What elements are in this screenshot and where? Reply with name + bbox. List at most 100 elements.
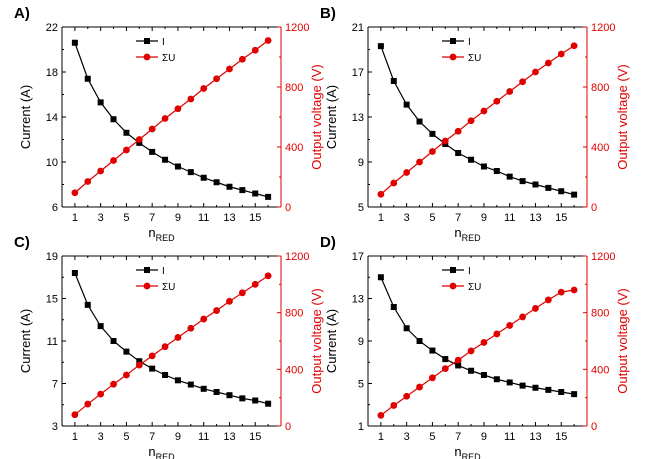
x-axis-title-subscript: RED bbox=[462, 452, 482, 459]
data-point-current bbox=[174, 163, 181, 170]
x-tick-label: 5 bbox=[429, 431, 435, 443]
data-point-voltage bbox=[377, 190, 385, 198]
x-axis-title: nRED bbox=[454, 444, 481, 459]
data-point-current bbox=[532, 384, 539, 391]
x-tick-label: 3 bbox=[404, 431, 410, 443]
data-point-current bbox=[506, 379, 513, 386]
legend-label: I bbox=[468, 37, 471, 48]
data-point-current bbox=[455, 150, 462, 156]
legend-label: I bbox=[162, 37, 165, 48]
series-line-voltage bbox=[380, 45, 575, 195]
legend-marker-square bbox=[450, 38, 456, 44]
data-point-voltage bbox=[84, 400, 92, 408]
data-point-voltage bbox=[532, 305, 539, 312]
data-point-current bbox=[123, 129, 130, 136]
x-axis-title-subscript: RED bbox=[156, 233, 176, 243]
data-point-current bbox=[468, 367, 475, 374]
y-left-tick-label: 18 bbox=[46, 67, 58, 79]
data-point-voltage bbox=[519, 78, 526, 86]
x-axis-title-main: n bbox=[454, 444, 461, 459]
data-point-current bbox=[532, 181, 539, 188]
data-point-voltage bbox=[506, 322, 514, 329]
data-point-voltage bbox=[441, 137, 449, 145]
x-tick-label: 11 bbox=[504, 212, 515, 224]
y-right-tick-label: 0 bbox=[285, 421, 291, 433]
y-left-tick-label: 15 bbox=[46, 294, 58, 306]
x-tick-label: 15 bbox=[555, 431, 567, 443]
y-left-tick-label: 3 bbox=[52, 421, 58, 433]
y-right-tick-label: 400 bbox=[285, 364, 303, 376]
y-left-tick-label: 5 bbox=[358, 202, 364, 214]
legend-label: ΣU bbox=[468, 53, 481, 64]
x-tick-label: 1 bbox=[72, 212, 78, 224]
y-right-tick-label: 400 bbox=[591, 364, 609, 376]
data-point-voltage bbox=[174, 334, 182, 341]
y-right-tick-label: 0 bbox=[591, 202, 597, 214]
y-left-tick-label: 13 bbox=[352, 112, 364, 124]
data-point-current bbox=[110, 338, 117, 344]
data-point-current bbox=[149, 365, 156, 372]
y-left-tick-label: 14 bbox=[46, 112, 58, 124]
y-right-tick-label: 1200 bbox=[285, 251, 309, 263]
data-point-voltage bbox=[454, 127, 462, 135]
data-point-current bbox=[519, 382, 526, 389]
x-tick-label: 9 bbox=[175, 431, 181, 443]
data-point-current bbox=[97, 99, 104, 106]
data-point-voltage bbox=[403, 169, 411, 176]
data-point-voltage bbox=[557, 50, 565, 58]
legend-label: ΣU bbox=[162, 282, 175, 293]
legend: I ΣU bbox=[442, 37, 481, 64]
data-point-current bbox=[455, 362, 462, 369]
data-point-current bbox=[390, 304, 397, 310]
x-tick-label: 1 bbox=[378, 212, 384, 224]
x-tick-label: 7 bbox=[149, 431, 155, 443]
y-right-tick-label: 400 bbox=[285, 142, 303, 154]
y-left-axis-title: Current (A) bbox=[324, 309, 339, 373]
data-point-voltage bbox=[467, 117, 475, 125]
data-point-current bbox=[226, 392, 233, 399]
x-tick-label: 11 bbox=[198, 431, 209, 443]
data-point-current bbox=[213, 179, 220, 186]
data-point-voltage bbox=[251, 46, 259, 54]
y-left-axis-title: Current (A) bbox=[18, 85, 33, 149]
legend: I ΣU bbox=[136, 37, 175, 64]
data-point-current bbox=[416, 338, 423, 344]
data-point-voltage bbox=[416, 383, 423, 391]
y-right-tick-label: 0 bbox=[591, 421, 597, 433]
panel-label: A) bbox=[14, 5, 30, 22]
chart-panel-3: C)1 3 5 7 9 11 13 153711151904008001200Current … bbox=[14, 234, 324, 459]
data-point-current bbox=[506, 173, 513, 180]
data-point-current bbox=[571, 391, 578, 398]
data-point-voltage bbox=[570, 42, 578, 50]
y-right-tick-label: 1200 bbox=[285, 22, 309, 34]
data-point-voltage bbox=[557, 288, 565, 296]
data-point-voltage bbox=[264, 272, 272, 280]
x-tick-label: 15 bbox=[249, 212, 261, 224]
data-point-current bbox=[213, 389, 220, 395]
x-tick-label: 9 bbox=[481, 212, 487, 224]
y-right-tick-label: 800 bbox=[285, 308, 303, 320]
data-point-current bbox=[493, 376, 500, 383]
y-left-tick-label: 9 bbox=[358, 157, 364, 169]
data-point-voltage bbox=[264, 37, 272, 44]
x-tick-label: 13 bbox=[529, 212, 541, 224]
data-point-current bbox=[429, 130, 436, 137]
y-left-tick-label: 17 bbox=[352, 251, 364, 263]
data-point-voltage bbox=[429, 374, 436, 382]
data-point-voltage bbox=[71, 189, 79, 197]
data-point-current bbox=[239, 187, 246, 194]
y-left-tick-label: 17 bbox=[352, 67, 364, 79]
data-point-current bbox=[558, 188, 565, 195]
data-point-current bbox=[136, 358, 143, 365]
data-point-voltage bbox=[161, 343, 169, 351]
x-tick-label: 11 bbox=[504, 431, 515, 443]
x-tick-label: 1 bbox=[378, 431, 384, 443]
legend-label: ΣU bbox=[162, 53, 175, 64]
data-point-current bbox=[468, 156, 475, 163]
legend-label: I bbox=[468, 266, 471, 277]
x-tick-label: 13 bbox=[223, 431, 235, 443]
data-point-current bbox=[416, 118, 423, 125]
data-point-current bbox=[429, 347, 436, 354]
